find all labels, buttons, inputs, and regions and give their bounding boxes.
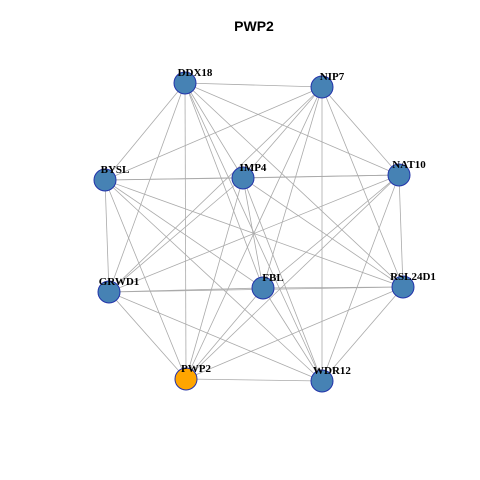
edge xyxy=(242,86,323,179)
edge xyxy=(108,291,323,382)
edge xyxy=(184,82,244,179)
node-label: NAT10 xyxy=(392,159,426,171)
edge xyxy=(398,174,404,288)
node-label: RSL24D1 xyxy=(390,271,436,283)
edge xyxy=(104,179,323,382)
node xyxy=(310,75,334,99)
edge xyxy=(104,179,110,293)
node-label: NIP7 xyxy=(320,71,345,83)
edge xyxy=(185,177,244,380)
edge xyxy=(108,177,244,293)
edge xyxy=(104,179,264,289)
edge xyxy=(184,82,404,288)
node xyxy=(310,369,334,393)
edge xyxy=(185,287,264,380)
edge xyxy=(321,286,404,382)
node-label: PWP2 xyxy=(181,363,211,375)
node-label: IMP4 xyxy=(240,162,267,174)
node-label: WDR12 xyxy=(313,365,351,377)
edge xyxy=(242,177,404,288)
edge xyxy=(108,291,187,380)
node-label: BYSL xyxy=(101,164,130,176)
edge xyxy=(321,86,404,288)
node xyxy=(97,280,121,304)
edge xyxy=(184,82,264,289)
edge xyxy=(108,174,400,293)
diagram-title: PWP2 xyxy=(234,18,274,34)
node-label: GRWD1 xyxy=(99,276,140,288)
edge xyxy=(262,287,323,382)
edge xyxy=(104,179,187,380)
edge xyxy=(185,174,400,380)
node xyxy=(251,276,275,300)
edge xyxy=(262,286,404,289)
edge xyxy=(184,82,323,88)
edge xyxy=(185,378,323,382)
edge xyxy=(108,82,186,293)
edge xyxy=(185,286,404,380)
node-label: FBL xyxy=(262,272,283,284)
edge xyxy=(242,177,323,382)
edge xyxy=(184,82,187,380)
node xyxy=(173,71,197,95)
edge xyxy=(184,82,400,176)
node xyxy=(93,168,117,192)
edge xyxy=(321,86,400,176)
edge xyxy=(262,174,400,289)
edge xyxy=(104,86,323,181)
nodes: DDX18 NIP7 BYSL IMP4 NAT10 GRWD1 FBL RSL24D1 PWP… xyxy=(93,67,436,393)
edge xyxy=(321,174,400,382)
node-label: DDX18 xyxy=(178,67,213,79)
node xyxy=(231,166,255,190)
edge xyxy=(185,86,323,380)
edge xyxy=(108,86,323,293)
edges xyxy=(104,82,404,382)
edge xyxy=(242,174,400,179)
edge xyxy=(104,82,186,181)
node xyxy=(174,367,198,391)
node xyxy=(391,275,415,299)
node xyxy=(387,163,411,187)
edge xyxy=(242,177,264,289)
